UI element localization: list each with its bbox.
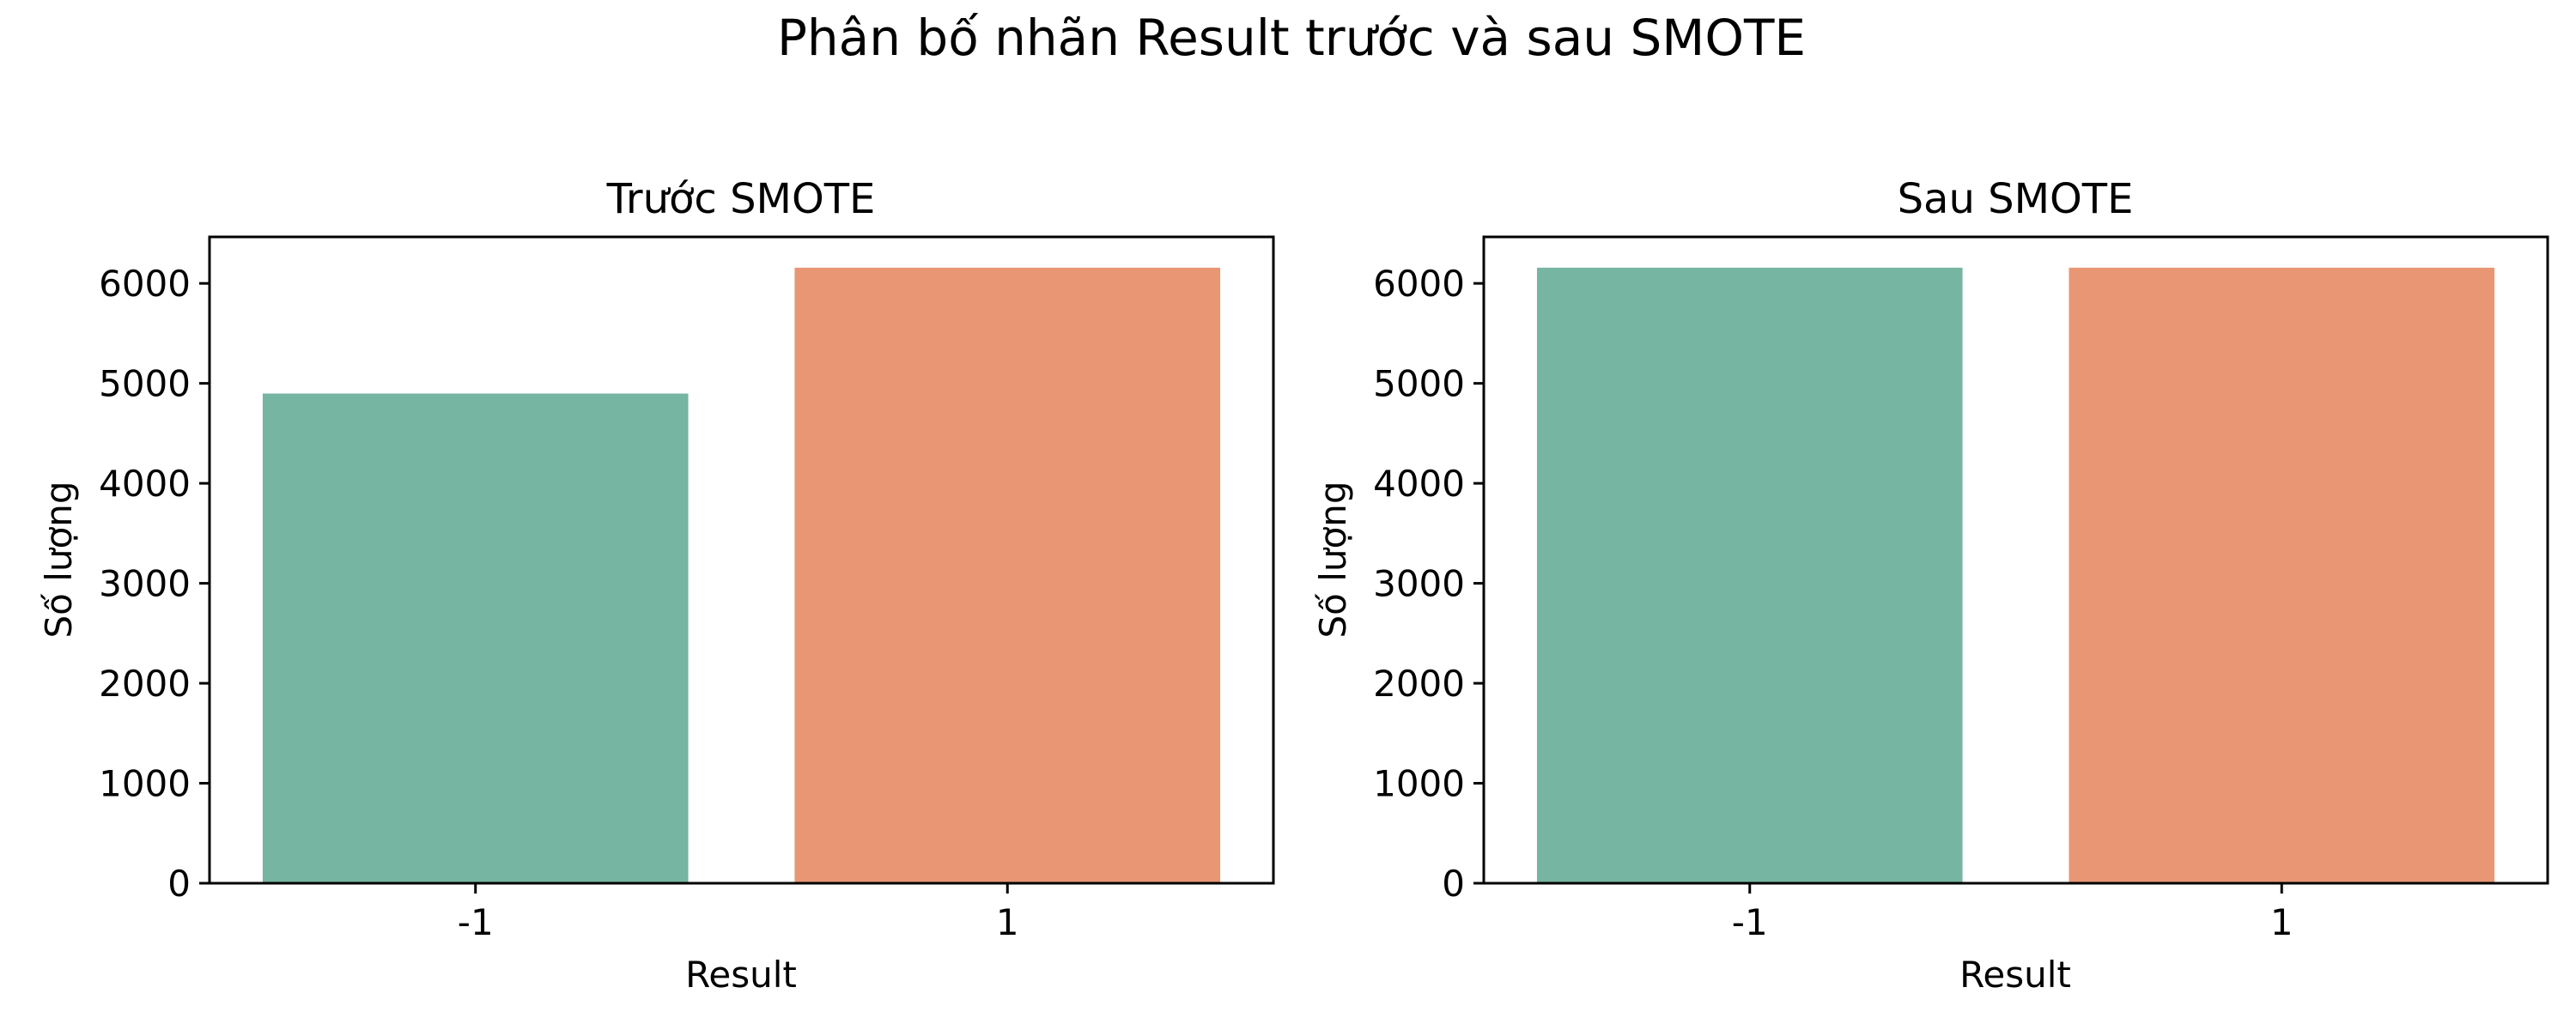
x-tick-label: 1 <box>996 901 1019 943</box>
y-tick-label: 6000 <box>1373 263 1465 305</box>
x-tick-label: -1 <box>1732 901 1768 943</box>
x-tick-label: 1 <box>2270 901 2293 943</box>
y-tick-label: 3000 <box>1373 563 1465 605</box>
y-tick-label: 2000 <box>99 663 191 705</box>
chart-title: Sau SMOTE <box>1898 175 2134 223</box>
bar--1 <box>1536 267 1963 883</box>
plot-frame <box>1482 235 2549 885</box>
x-axis-label: Result <box>685 954 797 996</box>
y-tick-label: 2000 <box>1373 663 1465 705</box>
y-tick-label: 1000 <box>1373 763 1465 805</box>
x-axis-label: Result <box>1959 954 2071 996</box>
y-tick-label: 4000 <box>1373 463 1465 505</box>
y-tick-label: 5000 <box>99 363 191 405</box>
plot-frame <box>208 235 1275 885</box>
chart-panel-before-smote: Trước SMOTE Số lượng Result 0 1000 2000 300… <box>38 175 1275 996</box>
chart-title: Trước SMOTE <box>606 175 876 223</box>
y-tick-label: 3000 <box>99 563 191 605</box>
y-tick-label: 4000 <box>99 463 191 505</box>
y-axis-label: Số lượng <box>1312 482 1354 639</box>
chart-panel-after-smote: Sau SMOTE Số lượng Result 0 1000 2000 3000 4… <box>1312 175 2549 996</box>
bar--1 <box>262 393 689 884</box>
bar-1 <box>794 267 1221 883</box>
y-tick-label: 0 <box>1442 863 1465 905</box>
x-tick-label: -1 <box>458 901 494 943</box>
figure-title: Phân bố nhãn Result trước và sau SMOTE <box>777 9 1806 67</box>
y-tick-label: 0 <box>167 863 191 905</box>
y-tick-label: 6000 <box>99 263 191 305</box>
y-tick-label: 5000 <box>1373 363 1465 405</box>
y-tick-label: 1000 <box>99 763 191 805</box>
y-axis-label: Số lượng <box>38 482 80 639</box>
bar-1 <box>2069 267 2495 883</box>
